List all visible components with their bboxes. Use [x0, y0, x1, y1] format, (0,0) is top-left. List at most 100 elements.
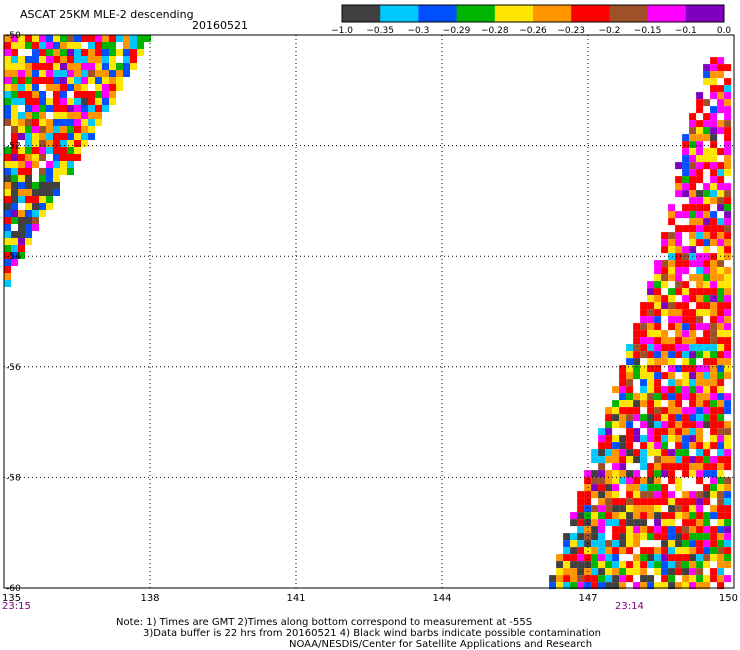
- data-cell: [682, 554, 690, 562]
- data-cell: [710, 414, 718, 422]
- data-cell: [682, 295, 690, 303]
- data-cell: [11, 175, 18, 182]
- data-cell: [682, 288, 690, 296]
- data-cell: [647, 442, 655, 450]
- legend-tick-label: −0.2: [598, 26, 620, 36]
- data-cell: [563, 575, 571, 583]
- data-cell: [703, 204, 711, 212]
- data-cell: [703, 554, 711, 562]
- data-cell: [696, 372, 704, 380]
- data-cell: [570, 533, 578, 541]
- data-cell: [46, 105, 53, 112]
- data-cell: [675, 484, 683, 492]
- data-cell: [25, 161, 32, 168]
- data-cell: [11, 35, 18, 42]
- data-cell: [619, 575, 627, 583]
- map-date: 20160521: [192, 19, 248, 32]
- data-cell: [577, 526, 585, 534]
- data-cell: [102, 49, 109, 56]
- data-cell: [640, 344, 648, 352]
- data-cell: [668, 512, 676, 520]
- data-cell: [703, 407, 711, 415]
- data-cell: [710, 379, 718, 387]
- data-cell: [668, 316, 676, 324]
- data-cell: [717, 435, 725, 443]
- data-cell: [647, 575, 655, 583]
- data-cell: [619, 393, 627, 401]
- data-cell: [605, 470, 613, 478]
- data-cell: [109, 35, 116, 42]
- data-cell: [675, 547, 683, 555]
- data-cell: [598, 463, 606, 471]
- data-cell: [710, 421, 718, 429]
- data-cell: [696, 162, 704, 170]
- data-cell: [668, 400, 676, 408]
- data-cell: [696, 225, 704, 233]
- data-cell: [689, 554, 697, 562]
- data-cell: [60, 161, 67, 168]
- data-cell: [25, 154, 32, 161]
- data-cell: [25, 98, 32, 105]
- data-cell: [717, 64, 725, 72]
- data-cell: [682, 435, 690, 443]
- data-cell: [717, 288, 725, 296]
- data-cell: [11, 182, 18, 189]
- data-cell: [584, 533, 592, 541]
- data-cell: [661, 547, 669, 555]
- data-cell: [116, 35, 123, 42]
- data-cell: [654, 351, 662, 359]
- data-cell: [668, 498, 676, 506]
- data-cell: [668, 561, 676, 569]
- data-cell: [675, 449, 683, 457]
- data-cell: [668, 477, 676, 485]
- data-cell: [647, 533, 655, 541]
- data-cell: [647, 365, 655, 373]
- data-cell: [4, 189, 11, 196]
- data-cell: [633, 519, 641, 527]
- data-cell: [619, 400, 627, 408]
- data-cell: [717, 421, 725, 429]
- data-cell: [654, 505, 662, 513]
- data-cell: [661, 470, 669, 478]
- data-cell: [703, 386, 711, 394]
- data-cell: [640, 582, 648, 590]
- data-cell: [668, 274, 676, 282]
- data-cell: [675, 183, 683, 191]
- data-cell: [577, 533, 585, 541]
- data-cell: [633, 435, 641, 443]
- data-cell: [689, 337, 697, 345]
- data-cell: [123, 35, 130, 42]
- data-cell: [612, 498, 620, 506]
- data-cell: [88, 112, 95, 119]
- data-cell: [95, 98, 102, 105]
- data-cell: [654, 477, 662, 485]
- data-cell: [689, 316, 697, 324]
- data-cell: [633, 526, 641, 534]
- data-cell: [703, 456, 711, 464]
- data-cell: [25, 35, 32, 42]
- data-cell: [717, 442, 725, 450]
- data-cell: [682, 281, 690, 289]
- data-cell: [81, 56, 88, 63]
- data-cell: [696, 190, 704, 198]
- data-cell: [675, 442, 683, 450]
- data-cell: [717, 407, 725, 415]
- data-cell: [710, 323, 718, 331]
- legend-tick-label: −0.26: [519, 26, 547, 36]
- data-cell: [619, 463, 627, 471]
- data-cell: [626, 568, 634, 576]
- data-cell: [591, 582, 599, 590]
- data-cell: [116, 70, 123, 77]
- data-cell: [654, 365, 662, 373]
- data-cell: [11, 84, 18, 91]
- data-cell: [696, 547, 704, 555]
- data-cell: [25, 70, 32, 77]
- data-cell: [661, 463, 669, 471]
- plot-border: [3, 34, 735, 589]
- data-cell: [668, 540, 676, 548]
- data-cell: [25, 182, 32, 189]
- data-cell: [619, 421, 627, 429]
- data-cell: [717, 281, 725, 289]
- data-cell: [67, 133, 74, 140]
- data-cell: [682, 498, 690, 506]
